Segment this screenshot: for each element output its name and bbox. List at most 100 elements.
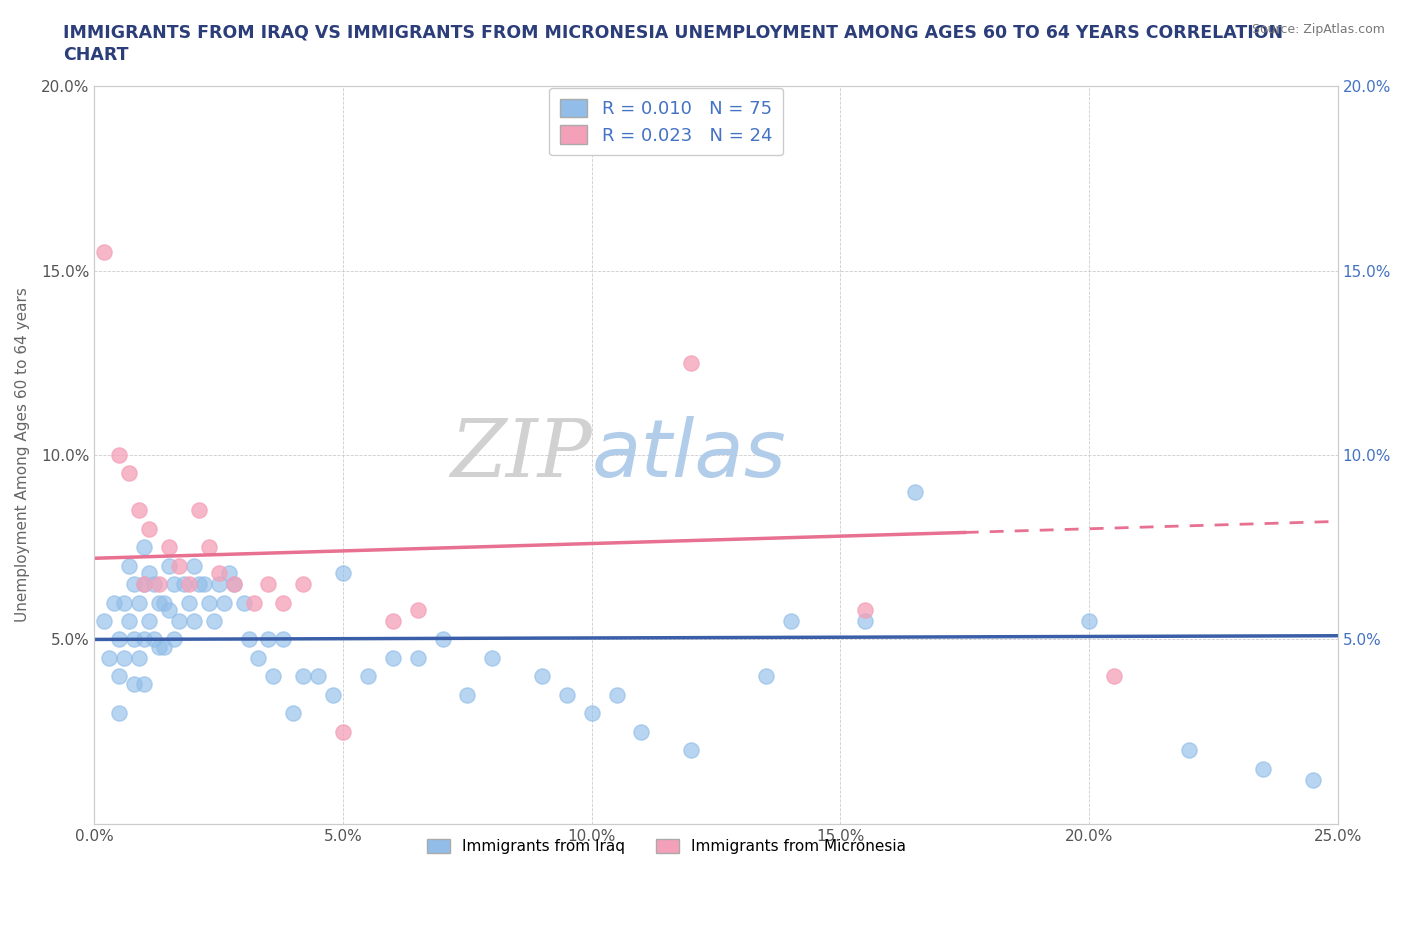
Point <box>128 595 150 610</box>
Point <box>381 614 404 629</box>
Point <box>177 595 200 610</box>
Point <box>606 687 628 702</box>
Point <box>193 577 215 591</box>
Point <box>187 503 209 518</box>
Point <box>247 650 270 665</box>
Point <box>273 632 295 647</box>
Point <box>904 485 927 499</box>
Point <box>122 632 145 647</box>
Point <box>630 724 652 739</box>
Point <box>187 577 209 591</box>
Point <box>183 558 205 573</box>
Point <box>208 577 231 591</box>
Point <box>257 632 280 647</box>
Point <box>357 669 380 684</box>
Point <box>212 595 235 610</box>
Point <box>93 245 115 259</box>
Point <box>273 595 295 610</box>
Point <box>157 603 180 618</box>
Point <box>555 687 578 702</box>
Point <box>406 650 429 665</box>
Point <box>1102 669 1125 684</box>
Point <box>1078 614 1101 629</box>
Point <box>108 447 131 462</box>
Point <box>381 650 404 665</box>
Point <box>157 558 180 573</box>
Point <box>853 614 876 629</box>
Point <box>530 669 553 684</box>
Point <box>202 614 225 629</box>
Point <box>432 632 454 647</box>
Point <box>153 639 176 654</box>
Point <box>138 565 160 580</box>
Point <box>163 577 186 591</box>
Point <box>779 614 801 629</box>
Point <box>581 706 603 721</box>
Point <box>322 687 344 702</box>
Point <box>153 595 176 610</box>
Point <box>112 650 135 665</box>
Y-axis label: Unemployment Among Ages 60 to 64 years: Unemployment Among Ages 60 to 64 years <box>15 287 30 622</box>
Point <box>1302 772 1324 787</box>
Point <box>143 577 166 591</box>
Point <box>118 558 141 573</box>
Point <box>148 595 170 610</box>
Point <box>197 595 219 610</box>
Point <box>143 632 166 647</box>
Point <box>292 669 315 684</box>
Point <box>283 706 305 721</box>
Point <box>262 669 284 684</box>
Point <box>183 614 205 629</box>
Point <box>238 632 260 647</box>
Point <box>307 669 329 684</box>
Point <box>108 706 131 721</box>
Legend: Immigrants from Iraq, Immigrants from Micronesia: Immigrants from Iraq, Immigrants from Mi… <box>420 833 912 860</box>
Point <box>481 650 503 665</box>
Point <box>755 669 778 684</box>
Point <box>218 565 240 580</box>
Point <box>232 595 254 610</box>
Point <box>103 595 125 610</box>
Point <box>148 577 170 591</box>
Point <box>138 522 160 537</box>
Text: IMMIGRANTS FROM IRAQ VS IMMIGRANTS FROM MICRONESIA UNEMPLOYMENT AMONG AGES 60 TO: IMMIGRANTS FROM IRAQ VS IMMIGRANTS FROM … <box>63 23 1284 41</box>
Point <box>292 577 315 591</box>
Point <box>197 539 219 554</box>
Point <box>138 614 160 629</box>
Point <box>173 577 195 591</box>
Point <box>242 595 264 610</box>
Point <box>681 743 703 758</box>
Point <box>132 539 155 554</box>
Point <box>222 577 245 591</box>
Text: CHART: CHART <box>63 46 129 64</box>
Point <box>132 632 155 647</box>
Point <box>98 650 121 665</box>
Point <box>1177 743 1199 758</box>
Text: atlas: atlas <box>592 416 786 494</box>
Point <box>406 603 429 618</box>
Point <box>167 614 190 629</box>
Point <box>332 724 354 739</box>
Point <box>108 632 131 647</box>
Point <box>222 577 245 591</box>
Point <box>132 676 155 691</box>
Point <box>163 632 186 647</box>
Point <box>148 639 170 654</box>
Point <box>456 687 478 702</box>
Text: ZIP: ZIP <box>450 417 592 494</box>
Point <box>257 577 280 591</box>
Text: Source: ZipAtlas.com: Source: ZipAtlas.com <box>1251 23 1385 36</box>
Point <box>167 558 190 573</box>
Point <box>118 614 141 629</box>
Point <box>132 577 155 591</box>
Point <box>112 595 135 610</box>
Point <box>128 650 150 665</box>
Point <box>157 539 180 554</box>
Point <box>128 503 150 518</box>
Point <box>332 565 354 580</box>
Point <box>132 577 155 591</box>
Point <box>93 614 115 629</box>
Point <box>208 565 231 580</box>
Point <box>122 676 145 691</box>
Point <box>118 466 141 481</box>
